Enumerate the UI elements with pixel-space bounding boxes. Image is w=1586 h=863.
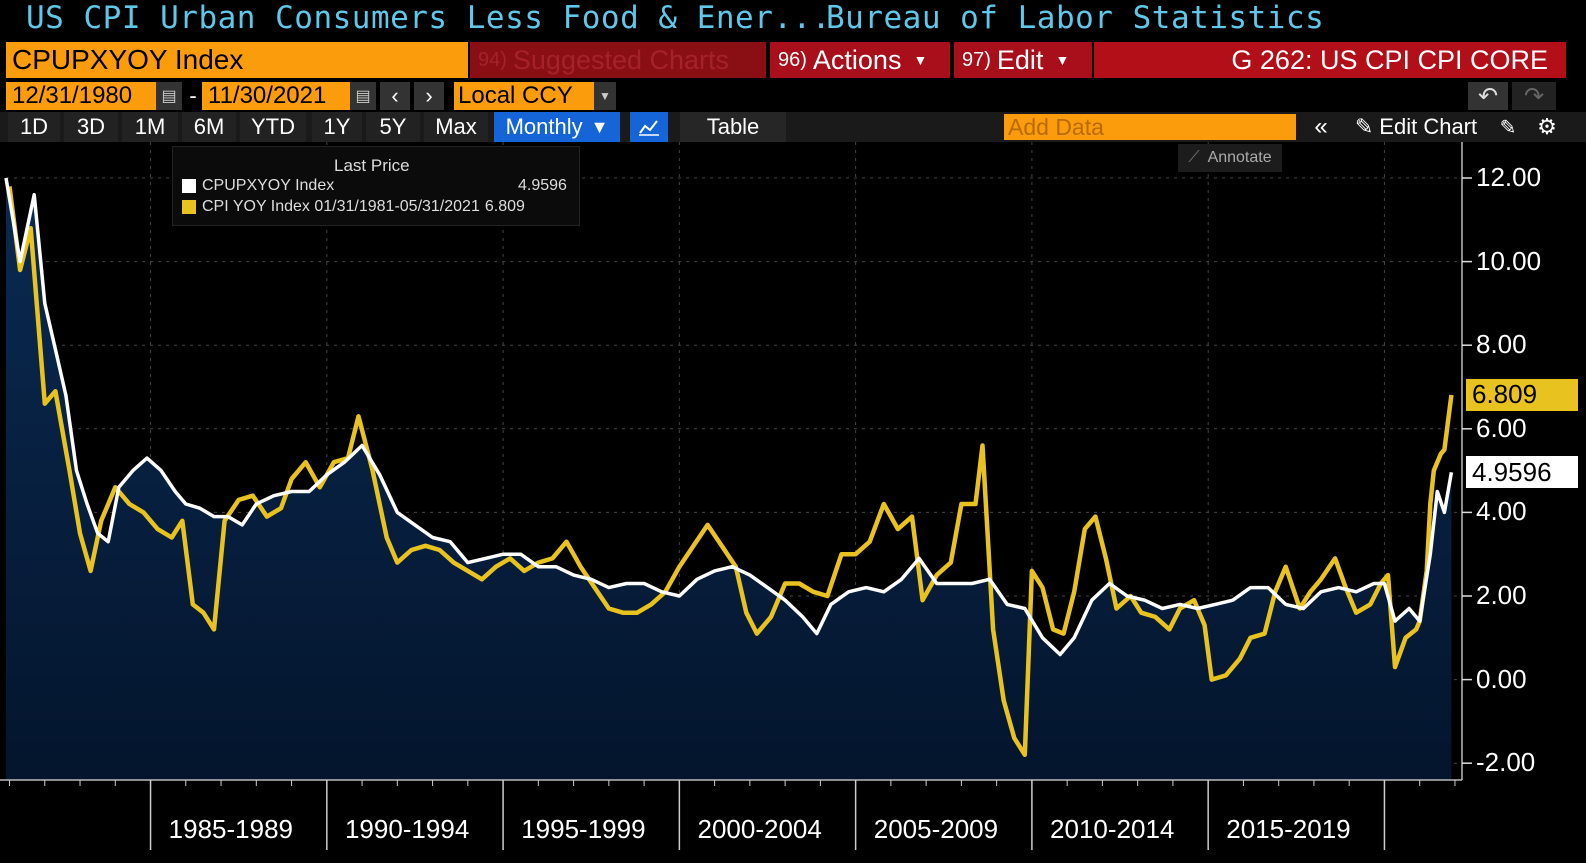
actions-label: Actions <box>812 44 902 75</box>
suggested-number: 94) <box>478 48 507 71</box>
x-tick-label: 2005-2009 <box>873 814 999 844</box>
annotate-icon: ⟋ <box>1188 149 1200 166</box>
range-button-3d[interactable]: 3D <box>64 112 118 142</box>
legend-item-core: CPUPXYOY Index 4.9596 <box>182 177 572 195</box>
pencil-icon: ✎ <box>1354 114 1374 139</box>
x-tick-label: 2000-2004 <box>697 814 822 844</box>
x-tick-label: 2010-2014 <box>1050 814 1175 844</box>
data-source: Bureau of Labor Statistics <box>826 0 1325 36</box>
legend-series-value: 4.9596 <box>518 177 567 194</box>
edit-menu-button[interactable]: 97) Edit ▼ <box>954 42 1092 78</box>
gear-icon[interactable]: ⚙ <box>1537 114 1557 139</box>
edit-chart-button[interactable]: ✎ Edit Chart <box>1342 112 1490 142</box>
y-tick-label: -2.00 <box>1476 747 1536 778</box>
end-date-input[interactable]: 11/30/2021 <box>202 82 350 110</box>
legend-swatch <box>182 179 196 193</box>
core-last-value-badge: 4.9596 <box>1466 456 1578 489</box>
edit-chart-label: Edit Chart <box>1379 114 1478 139</box>
edit-label: Edit <box>996 44 1044 75</box>
undo-icon[interactable]: ↶ <box>1468 82 1508 110</box>
annotate-label: Annotate <box>1207 149 1272 166</box>
chart-name: G 262: US CPI CPI CORE <box>1094 42 1566 78</box>
calendar-icon[interactable]: ▤ <box>156 82 182 110</box>
redo-icon[interactable]: ↷ <box>1512 82 1556 110</box>
caret-down-icon: ▼ <box>590 116 609 137</box>
y-tick-label: 6.00 <box>1476 412 1527 443</box>
y-tick-label: 4.00 <box>1476 496 1527 527</box>
period-select[interactable]: Monthly ▼ <box>494 112 620 142</box>
edit-number: 97) <box>962 48 991 71</box>
legend <box>172 146 580 226</box>
collapse-icon[interactable]: « <box>1314 113 1328 140</box>
line-chart <box>0 142 1472 850</box>
x-tick-label: 1995-1999 <box>521 814 646 844</box>
core-cpi-line[interactable] <box>4 177 1454 657</box>
cpi-last-value-badge: 6.809 <box>1466 378 1578 411</box>
range-button-1y[interactable]: 1Y <box>312 112 362 142</box>
suggested-label: Suggested Charts <box>512 44 730 75</box>
calendar-icon[interactable]: ▤ <box>350 82 376 110</box>
actions-number: 96) <box>778 48 807 71</box>
draw-icon[interactable]: ✎ <box>1499 116 1517 139</box>
currency-select[interactable]: Local CCY <box>454 82 594 110</box>
cpi-yoy-line[interactable] <box>7 186 1454 758</box>
x-tick-label: 1990-1994 <box>344 814 470 844</box>
range-button-6m[interactable]: 6M <box>182 112 236 142</box>
x-tick-label: 1985-1989 <box>168 814 294 844</box>
chevron-right-icon[interactable]: › <box>414 82 444 110</box>
annotate-button[interactable]: ⟋ Annotate <box>1178 144 1282 172</box>
ticker-field[interactable]: CPUPXYOY Index <box>6 42 468 78</box>
start-date-input[interactable]: 12/31/1980 <box>6 82 156 110</box>
legend-series-name: CPUPXYOY Index <box>202 177 335 194</box>
caret-down-icon: ▼ <box>1055 52 1070 68</box>
x-tick-label: 2015-2019 <box>1226 814 1351 844</box>
legend-series-name: CPI YOY Index 01/31/1981-05/31/2021 <box>202 198 480 215</box>
legend-swatch <box>182 200 196 214</box>
chevron-left-icon[interactable]: ‹ <box>380 82 410 110</box>
legend-series-value: 6.809 <box>484 198 525 215</box>
y-tick-label: 0.00 <box>1476 663 1527 694</box>
caret-down-icon: ▼ <box>913 52 928 68</box>
core-cpi-area <box>6 178 1452 780</box>
range-button-max[interactable]: Max <box>424 112 488 142</box>
y-tick-label: 2.00 <box>1476 580 1527 610</box>
date-separator: - <box>189 83 197 108</box>
line-chart-icon[interactable] <box>630 112 668 142</box>
table-button[interactable]: Table <box>680 112 786 142</box>
y-tick-label: 12.00 <box>1476 162 1542 192</box>
range-button-5y[interactable]: 5Y <box>366 112 420 142</box>
y-tick-label: 8.00 <box>1476 329 1527 360</box>
range-button-1m[interactable]: 1M <box>122 112 178 142</box>
suggested-charts-button[interactable]: 94) Suggested Charts <box>470 42 766 78</box>
period-label: Monthly <box>505 114 583 139</box>
caret-down-icon[interactable]: ▼ <box>594 82 616 110</box>
security-title: US CPI Urban Consumers Less Food & Ener.… <box>26 0 831 36</box>
range-button-ytd[interactable]: YTD <box>240 112 306 142</box>
actions-menu-button[interactable]: 96) Actions ▼ <box>770 42 950 78</box>
legend-item-cpi: CPI YOY Index 01/31/1981-05/31/2021 6.80… <box>182 198 572 216</box>
add-data-input[interactable]: Add Data <box>1004 114 1296 140</box>
legend-title: Last Price <box>334 156 410 175</box>
range-button-1d[interactable]: 1D <box>8 112 60 142</box>
y-tick-label: 10.00 <box>1476 245 1542 276</box>
